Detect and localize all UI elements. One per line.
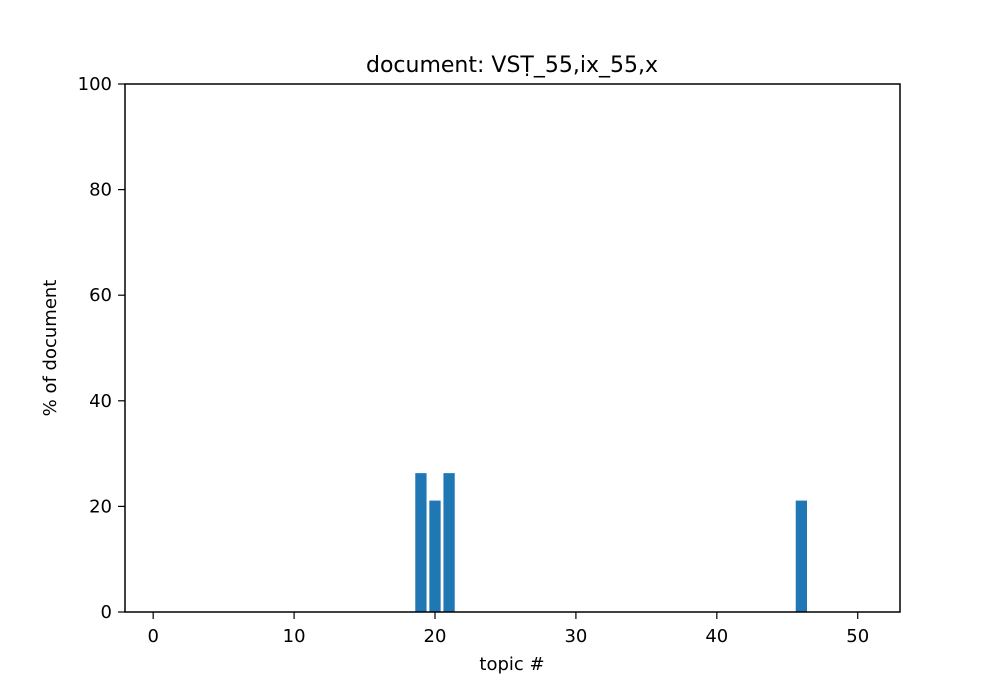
x-tick-label: 40 — [705, 626, 728, 647]
x-tick-label: 20 — [424, 626, 447, 647]
x-tick-label: 0 — [147, 626, 158, 647]
bar-topic-19 — [415, 473, 427, 612]
y-tick-label: 100 — [78, 74, 112, 95]
y-tick-label: 0 — [101, 602, 112, 623]
y-tick-label: 20 — [89, 496, 112, 517]
bars-layer — [415, 473, 807, 612]
y-tick-label: 40 — [89, 391, 112, 412]
bar-topic-21 — [443, 473, 455, 612]
bar-topic-46 — [795, 500, 807, 612]
plot-frame — [124, 83, 901, 613]
bar-topic-20 — [429, 500, 441, 612]
y-tick-label: 80 — [89, 180, 112, 201]
chart-title: document: VSṬ_55,ix_55,x — [366, 53, 658, 78]
x-axis-ticks: 0 10 20 30 40 50 — [147, 612, 869, 647]
y-axis-ticks: 0 20 40 60 80 100 — [78, 74, 125, 623]
x-tick-label: 10 — [283, 626, 306, 647]
y-axis-title: % of document — [40, 280, 61, 417]
x-tick-label: 30 — [564, 626, 587, 647]
x-tick-label: 50 — [846, 626, 869, 647]
y-tick-label: 60 — [89, 285, 112, 306]
x-axis-title: topic # — [479, 654, 544, 675]
